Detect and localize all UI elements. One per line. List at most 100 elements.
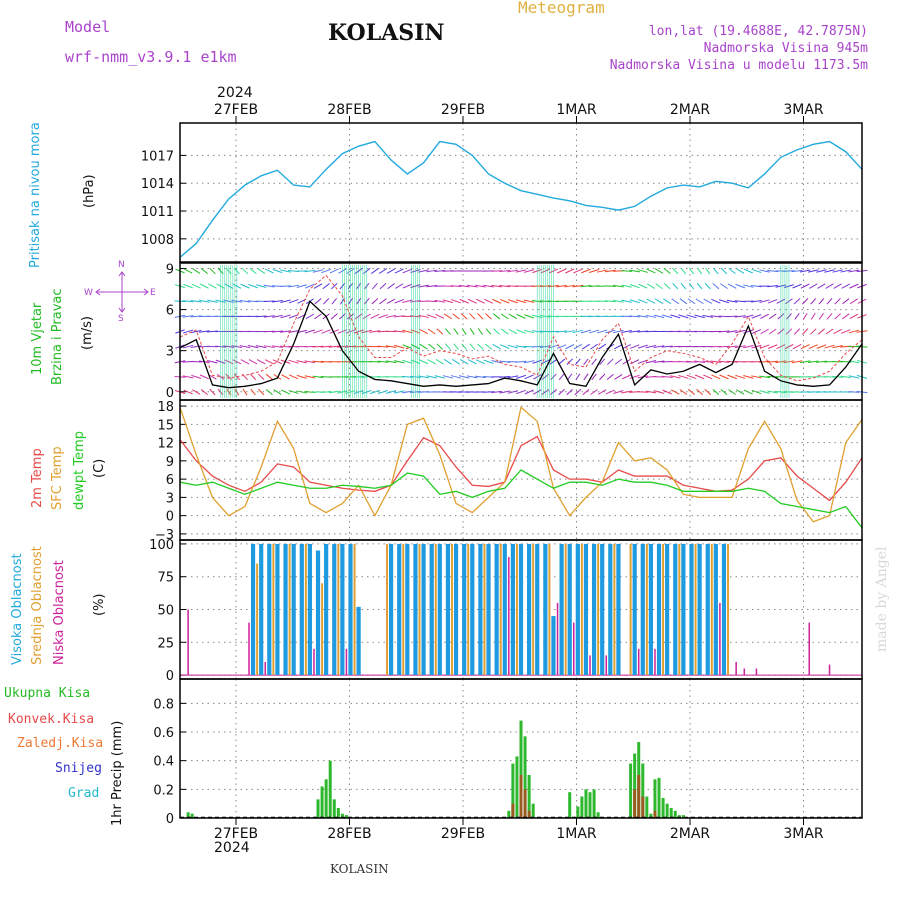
cloud-high-bar [250,543,256,676]
wind-arrow [330,313,338,320]
y-tick-label: 0.2 [153,783,174,798]
wind-arrow [190,299,202,303]
precip-snow-label: Snijeg [55,761,102,776]
wind-arrow [272,359,283,365]
wind-arrow [296,360,308,364]
wind-arrow [710,360,722,363]
wind-arrow [369,330,381,333]
wind-arrow [705,267,711,275]
x-tick-label-bottom: 2MAR [670,826,711,842]
precip-conv-bar [511,803,515,818]
wind-arrow [401,390,413,394]
precip-total-bar [592,789,596,818]
wind-arrow [385,360,397,364]
y-tick-label: 1011 [141,205,174,220]
wind-arrow [818,297,825,305]
wind-arrow [799,269,811,273]
wind-arrow [191,283,201,289]
cloud-mid-bar [629,543,632,676]
wind-arrow [768,328,777,335]
wind-arrow [312,360,324,363]
wind-arrow [507,390,519,394]
wind-arrow [256,359,266,365]
cloud-high-bar [445,543,451,676]
cloud-mid-bar [515,543,518,676]
wind-arrow [265,388,273,396]
wind-arrow [848,269,860,273]
wind-arrow [604,285,616,287]
y-tick-label: 1008 [141,233,174,248]
wind-arrow [680,282,687,290]
wind-arrow [208,374,217,380]
cloud-high-bar [429,543,434,676]
cloud-mid-bar [580,543,583,676]
wind-arrow [273,389,282,395]
wind-arrow [612,284,624,288]
wind-arrow [280,314,291,319]
wind-arrow [248,283,258,289]
wind-arrow [556,344,567,349]
cloud-mid-bar [304,543,307,676]
wind-arrow [599,358,606,365]
wind-arrow [759,390,770,394]
wind-arrow [834,298,841,305]
wind-arrow [208,283,217,289]
wind-arrow [575,373,581,381]
wind-arrow [646,283,656,289]
wind-arrow [469,328,475,335]
wind-arrow [491,270,503,272]
wind-arrow [460,358,469,365]
wind-arrow [515,345,527,348]
wind-arrow [696,282,703,290]
wind-arrow [663,267,671,275]
wind-arrow [637,391,649,393]
wind-arrow [702,314,714,318]
wind-arrow [255,345,267,349]
wind-arrow [621,329,632,334]
wind-arrow [394,283,404,289]
wind-arrow [467,298,477,304]
wind-arrow [320,345,332,348]
wind-arrow [428,343,436,350]
wind-arrow [183,283,193,289]
cloud-mid-bar [272,543,275,676]
wind-arrow [720,388,728,396]
wind-arrow [280,330,291,333]
wind-arrow [704,388,712,396]
wind-arrow [507,269,519,273]
wind-arrow [190,345,202,348]
wind-arrow [483,359,494,364]
x-tick-label-top: 1MAR [556,102,597,118]
precip-total-bar [511,763,515,818]
wind-arrow [304,360,316,364]
wind-arrow [499,390,511,394]
wind-arrow [574,388,582,396]
wind-arrow [436,328,444,335]
wind-arrow [209,267,216,275]
wind-arrow [499,360,511,363]
wind-arrow [461,328,467,335]
cloud-high-bar [527,543,532,676]
wind-arrow [791,360,803,364]
wind-arrow [443,358,452,365]
model-elevation-label: Nadmorska Visina u modelu 1173.5m [609,58,868,73]
precip-total-bar [677,815,681,818]
wind-arrow [613,329,624,334]
wind-arrow [800,344,810,350]
cloud-high-bar [648,543,654,676]
wind-arrow [800,283,810,289]
wind-arrow [452,358,461,365]
wind-arrow [848,391,860,393]
wind-arrow [296,284,307,288]
wind-arrow [597,329,608,334]
wind-arrow [653,360,665,364]
wind-arrow [597,389,607,395]
wind-arrow [556,284,568,288]
wind-arrow [686,360,697,363]
wind-arrow [694,374,705,380]
wind-arrow [329,329,340,334]
wind-arrow [670,389,680,395]
cloud-low-bar [264,661,266,676]
wind-arrow [759,299,770,304]
